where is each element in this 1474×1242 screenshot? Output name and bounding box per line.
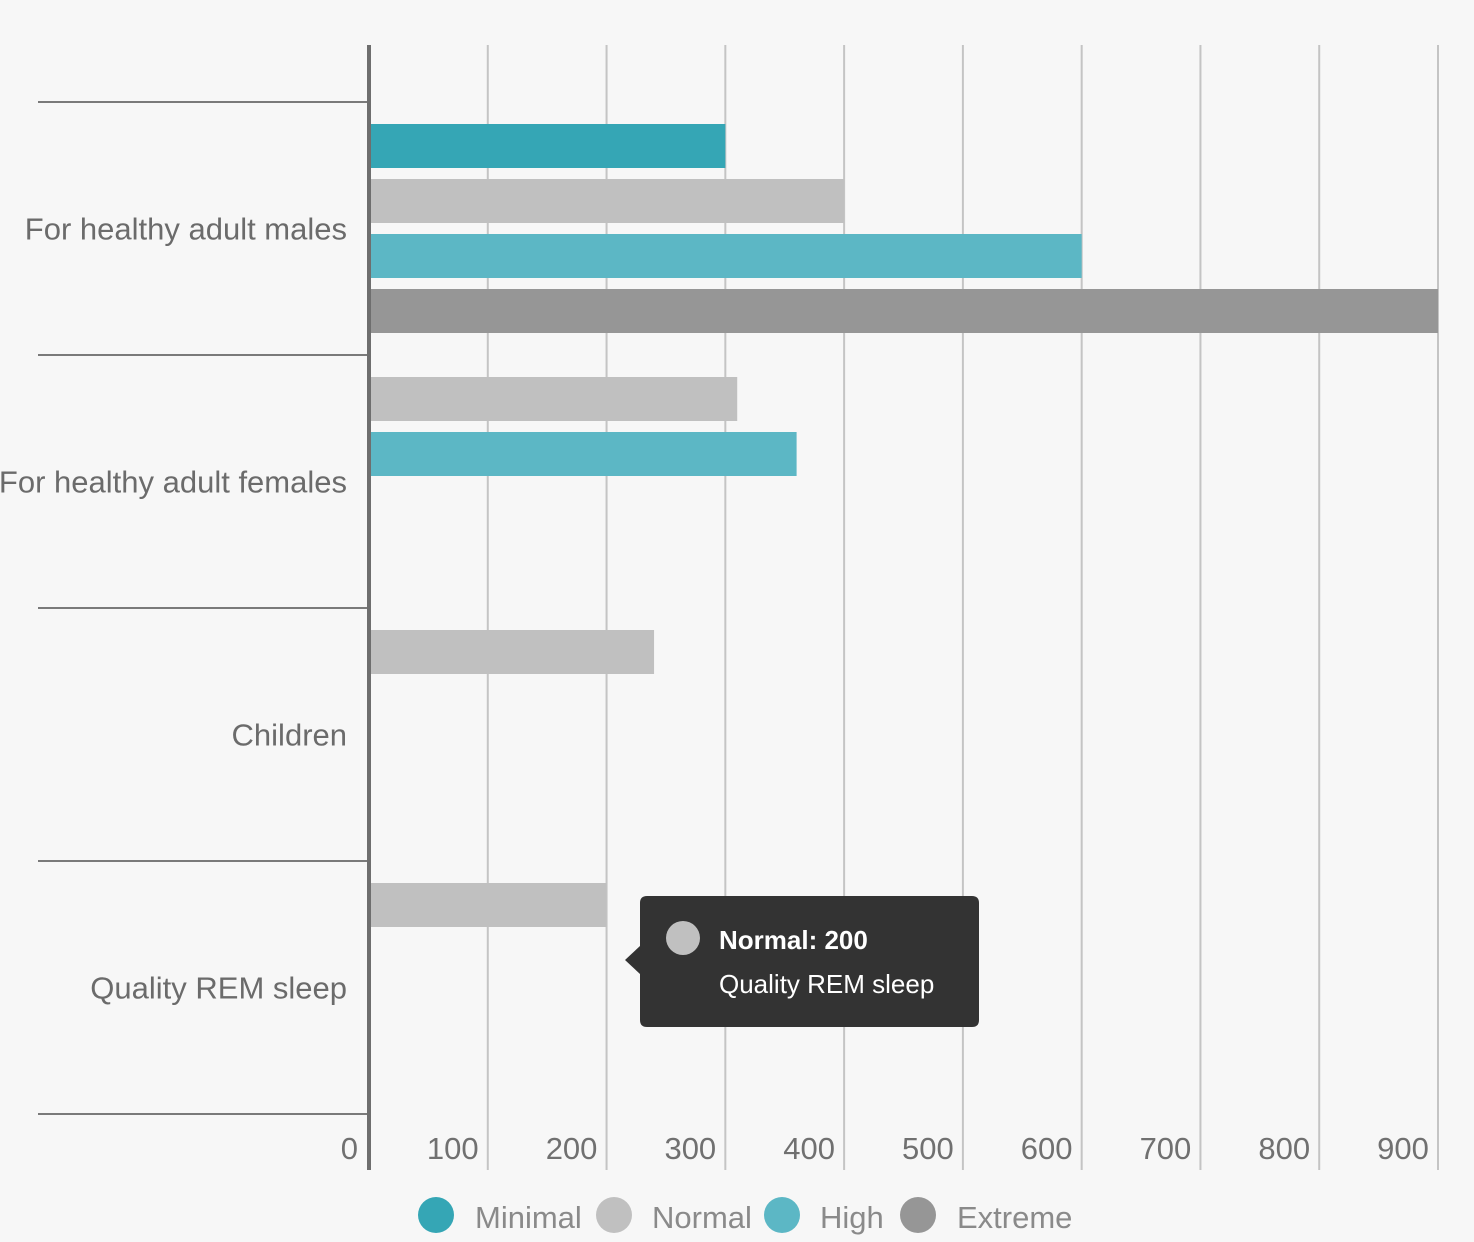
x-tick-label: 300 [664,1131,716,1166]
category-axis: For healthy adult males For healthy adult… [0,45,371,1170]
legend-label[interactable]: Extreme [957,1200,1072,1235]
y-category-label: For healthy adult females [0,465,347,500]
legend-swatch[interactable] [596,1197,632,1233]
y-category-label: Quality REM sleep [90,971,347,1006]
legend: Minimal Normal High Extreme [418,1197,1072,1235]
tooltip-subtitle: Quality REM sleep [719,969,934,999]
bars [369,124,1438,927]
tooltip-swatch [666,921,700,955]
legend-swatch[interactable] [764,1197,800,1233]
bar[interactable] [369,377,738,421]
x-tick-label: 600 [1021,1131,1073,1166]
x-tick-label: 0 [341,1131,358,1166]
bar[interactable] [369,630,655,674]
tooltip-box [625,896,979,1027]
x-tick-label: 200 [546,1131,598,1166]
tooltip-title: Normal: 200 [719,925,868,955]
legend-label[interactable]: High [820,1200,884,1235]
legend-label[interactable]: Normal [652,1200,752,1235]
bar[interactable] [369,289,1438,333]
x-tick-label: 100 [427,1131,479,1166]
bar[interactable] [369,179,845,223]
x-tick-label: 500 [902,1131,954,1166]
bar[interactable] [369,124,726,168]
x-tick-label: 700 [1140,1131,1192,1166]
legend-swatch[interactable] [418,1197,454,1233]
legend-label[interactable]: Minimal [475,1200,582,1235]
bar[interactable] [369,432,797,476]
legend-swatch[interactable] [900,1197,936,1233]
x-tick-label: 900 [1377,1131,1429,1166]
tooltip: Normal: 200 Quality REM sleep [625,896,979,1027]
bar[interactable] [369,234,1082,278]
y-category-label: Children [232,718,347,753]
x-tick-label: 400 [783,1131,835,1166]
y-category-label: For healthy adult males [25,212,347,247]
value-axis: 0 100 200 300 400 500 600 700 800 900 [341,1131,1429,1166]
bar[interactable] [369,883,607,927]
x-tick-label: 800 [1258,1131,1310,1166]
grid-lines [486,45,1439,1170]
